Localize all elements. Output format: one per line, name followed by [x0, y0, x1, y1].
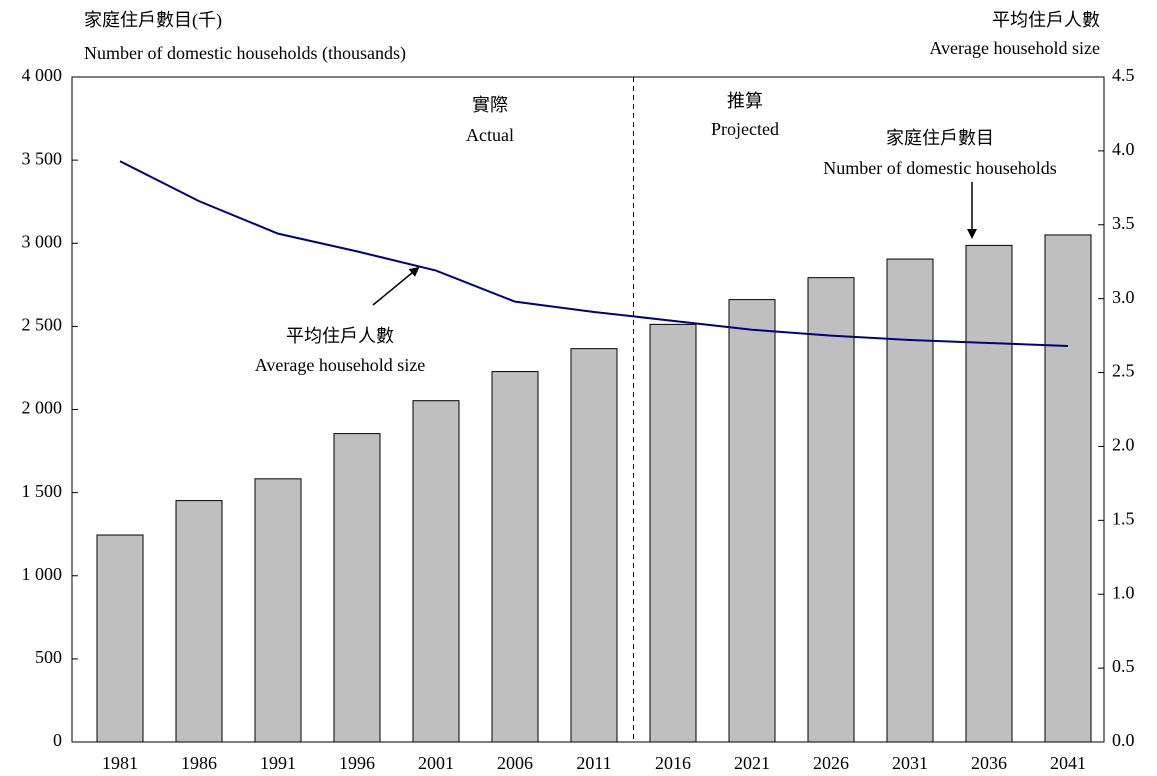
- y2-tick-label: 4.0: [1112, 139, 1135, 159]
- arrow: [372, 266, 420, 306]
- y2-tick-label: 4.5: [1112, 65, 1135, 85]
- y2-tick-label: 0.0: [1112, 730, 1135, 750]
- x-tick-label: 2006: [497, 753, 533, 773]
- bar: [570, 348, 618, 743]
- annotation: Number of domestic households: [823, 158, 1056, 178]
- y2-tick-label: 3.5: [1112, 213, 1135, 233]
- bar: [254, 478, 302, 743]
- bar: [649, 323, 697, 743]
- bar: [1044, 234, 1092, 743]
- y2-tick-label: 3.0: [1112, 287, 1135, 307]
- y2-title: 平均住戶人數: [992, 10, 1100, 30]
- y-subtitle: Number of domestic households (thousands…: [84, 43, 406, 64]
- x-tick-label: 1981: [102, 753, 138, 773]
- y2-tick-label: 1.5: [1112, 508, 1135, 528]
- y-tick-label: 2 000: [22, 398, 63, 418]
- y-tick-label: 3 000: [22, 231, 63, 251]
- x-tick-label: 2016: [655, 753, 691, 773]
- plot-area: 0 500 1 000 1 500 2 000 2 500 3 000 3 500 4 000 0…: [22, 65, 1135, 773]
- y2-tick-label: 2.0: [1112, 435, 1135, 455]
- bar: [96, 534, 144, 743]
- y-title: 家庭住戶數目(千): [84, 10, 222, 31]
- x-tick-label: 1986: [181, 753, 217, 773]
- annotation: Projected: [711, 119, 779, 139]
- x-tick-label: 2001: [418, 753, 454, 773]
- annotation: 平均住戶人數: [286, 326, 394, 346]
- y2-subtitle: Average household size: [929, 38, 1100, 58]
- bar: [886, 258, 934, 743]
- bar: [333, 433, 381, 743]
- x-tick-label: 2041: [1050, 753, 1086, 773]
- y2-tick-label: 0.5: [1112, 656, 1135, 676]
- y-tick-label: 500: [35, 647, 62, 667]
- y-tick-label: 1 000: [22, 564, 63, 584]
- annotation: Average household size: [255, 355, 426, 375]
- bar: [807, 277, 855, 743]
- y-tick-label: 1 500: [22, 481, 63, 501]
- x-tick-label: 1991: [260, 753, 296, 773]
- annotation: 家庭住戶數目: [886, 128, 994, 148]
- bar: [728, 299, 776, 743]
- annotation: Actual: [466, 125, 514, 145]
- y-tick-label: 3 500: [22, 148, 63, 168]
- x-tick-label: 2026: [813, 753, 849, 773]
- x-tick-label: 2031: [892, 753, 928, 773]
- line: [119, 160, 1069, 347]
- y-tick-label: 4 000: [22, 65, 63, 85]
- x-tick-label: 2011: [576, 753, 611, 773]
- annotation: 實際: [472, 95, 508, 115]
- bar: [412, 400, 460, 743]
- bar: [491, 371, 539, 743]
- y-tick-label: 2 500: [22, 315, 63, 335]
- x-tick-label: 2021: [734, 753, 770, 773]
- bar: [175, 500, 223, 743]
- x-tick-label: 2036: [971, 753, 1007, 773]
- y2-tick-label: 2.5: [1112, 361, 1135, 381]
- annotation: 推算: [727, 91, 763, 111]
- bar: [965, 244, 1013, 743]
- x-tick-label: 1996: [339, 753, 375, 773]
- y-tick-label: 0: [53, 730, 62, 750]
- y2-tick-label: 1.0: [1112, 582, 1135, 602]
